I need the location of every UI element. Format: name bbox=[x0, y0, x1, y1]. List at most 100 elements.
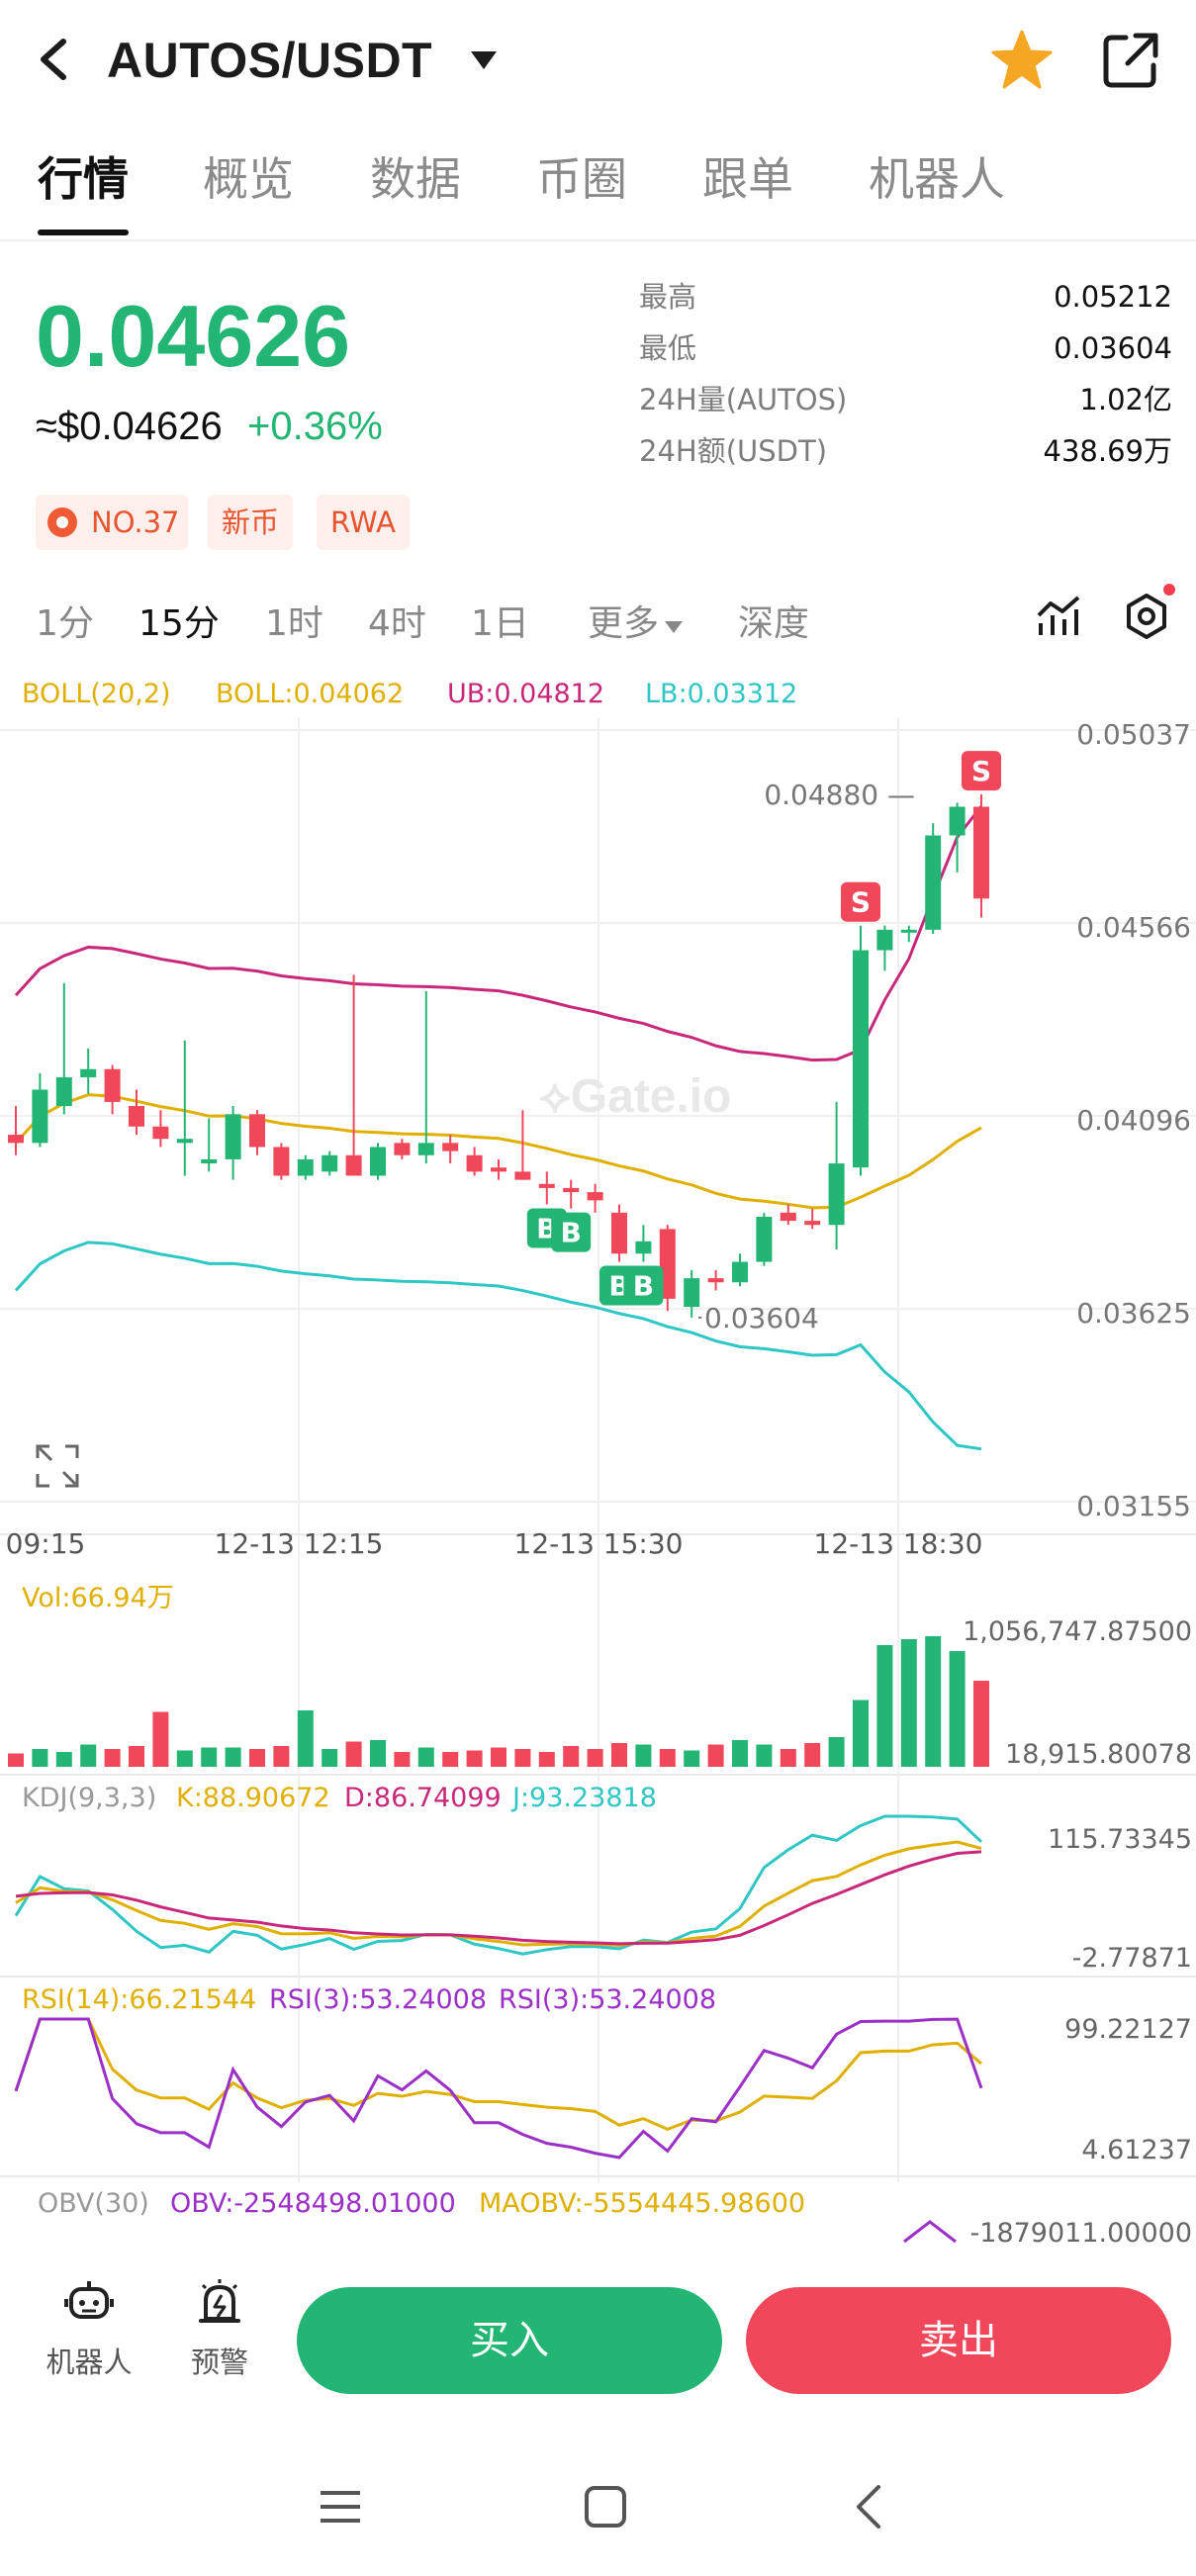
candle-body bbox=[225, 1114, 241, 1159]
candle-body bbox=[828, 1163, 845, 1226]
price-tick-label: 0.03625 bbox=[1076, 1297, 1191, 1330]
buy-button[interactable]: 买入 bbox=[297, 2287, 722, 2394]
volume-bar bbox=[273, 1746, 290, 1767]
volume-bar bbox=[732, 1740, 748, 1767]
candle-body bbox=[611, 1212, 627, 1254]
tab-copy-trading[interactable]: 跟单 bbox=[702, 152, 793, 206]
rsi-lines: 99.22127 4.61237 bbox=[14, 2014, 1192, 2165]
depth-tab[interactable]: 深度 bbox=[738, 603, 810, 644]
volume-bar bbox=[514, 1749, 531, 1767]
candle-body bbox=[345, 1154, 362, 1176]
volume-bar bbox=[442, 1752, 459, 1767]
candle-body bbox=[152, 1126, 169, 1140]
candle-body bbox=[201, 1158, 218, 1164]
volume-bar bbox=[104, 1749, 121, 1767]
volume-bar bbox=[876, 1645, 893, 1767]
volume-bar bbox=[201, 1747, 218, 1767]
home-icon[interactable] bbox=[580, 2481, 631, 2532]
volume-bar bbox=[297, 1710, 314, 1767]
system-back-icon[interactable] bbox=[845, 2479, 896, 2534]
kdj-min-label: -2.77871 bbox=[1072, 1943, 1192, 1974]
watermark: ⟡Gate.io bbox=[539, 1070, 731, 1123]
candle-body bbox=[756, 1216, 773, 1262]
kdj-max-label: 115.73345 bbox=[1048, 1824, 1192, 1855]
volume-bar bbox=[345, 1741, 362, 1767]
interval-1d[interactable]: 1日 bbox=[471, 603, 529, 644]
candle-body bbox=[466, 1154, 483, 1172]
volume-bar bbox=[684, 1750, 700, 1767]
candle-body bbox=[322, 1154, 338, 1172]
volume-bar bbox=[80, 1744, 97, 1767]
signal-label: S bbox=[971, 755, 991, 787]
candle-body bbox=[176, 1139, 193, 1144]
volume-bar bbox=[249, 1749, 265, 1767]
rsi14-line bbox=[14, 2017, 982, 2132]
active-tab-indicator bbox=[38, 230, 129, 235]
sell-button[interactable]: 卖出 bbox=[746, 2287, 1171, 2394]
system-nav-bar bbox=[0, 2436, 1196, 2576]
interval-15m[interactable]: 15分 bbox=[138, 603, 220, 644]
rwa-tag[interactable]: RWA bbox=[317, 495, 410, 550]
tab-bots[interactable]: 机器人 bbox=[869, 152, 1005, 206]
kline-svg[interactable]: ⟡Gate.io BOLL(20,2) BOLL:0.04062 UB:0.04… bbox=[0, 669, 1196, 2248]
candle-body bbox=[563, 1187, 580, 1193]
caret-down-icon[interactable] bbox=[467, 44, 501, 77]
candles bbox=[8, 794, 989, 1318]
volume-bar bbox=[611, 1743, 627, 1767]
volume-bar bbox=[176, 1750, 193, 1767]
candle-body bbox=[297, 1158, 314, 1176]
back-icon[interactable] bbox=[30, 30, 79, 89]
volume-bar bbox=[563, 1746, 580, 1767]
maobv-label: MAOBV:-5554445.98600 bbox=[479, 2188, 805, 2219]
volume-bar bbox=[949, 1651, 966, 1767]
volume-bar bbox=[370, 1740, 386, 1767]
candle-body bbox=[925, 835, 942, 930]
pair-title[interactable]: AUTOS/USDT bbox=[107, 33, 433, 88]
robot-button[interactable]: 机器人 bbox=[38, 2277, 140, 2396]
signal-badge bbox=[841, 881, 880, 922]
stat-high-label: 最高 bbox=[639, 280, 697, 314]
notification-dot bbox=[1163, 584, 1175, 596]
tab-market[interactable]: 行情 bbox=[38, 152, 129, 206]
indicator-icon[interactable] bbox=[1037, 594, 1082, 639]
candle-body bbox=[370, 1147, 386, 1176]
candle-body bbox=[491, 1167, 506, 1172]
time-axis: 09:15 12-13 12:15 12-13 15:30 12-13 18:30 bbox=[6, 1527, 983, 1560]
volume-bar bbox=[225, 1747, 241, 1767]
rsi-min-label: 4.61237 bbox=[1081, 2135, 1192, 2165]
interval-1m[interactable]: 1分 bbox=[36, 603, 94, 644]
tab-data[interactable]: 数据 bbox=[370, 152, 461, 206]
new-coin-tag[interactable]: 新币 bbox=[208, 495, 294, 550]
kdj-k-line bbox=[15, 1840, 982, 1948]
interval-1h[interactable]: 1时 bbox=[265, 603, 323, 644]
stat-high-value: 0.05212 bbox=[1054, 280, 1172, 314]
boll-upper-line bbox=[14, 805, 983, 1062]
time-tick-label: 09:15 bbox=[6, 1527, 86, 1560]
candle-body bbox=[80, 1068, 97, 1078]
candle-body bbox=[900, 929, 917, 933]
rsi3-label: RSI(3):53.24008 bbox=[269, 1984, 487, 2015]
volume-bar bbox=[466, 1750, 483, 1767]
alert-button[interactable]: 预警 bbox=[168, 2277, 271, 2396]
caret-down-icon[interactable] bbox=[663, 619, 685, 635]
tab-overview[interactable]: 概览 bbox=[203, 152, 294, 206]
volume-bar bbox=[780, 1749, 796, 1767]
signal-label: B bbox=[561, 1217, 582, 1249]
external-link-icon[interactable] bbox=[1100, 30, 1161, 91]
star-icon[interactable] bbox=[989, 28, 1055, 93]
signal-badge bbox=[551, 1212, 592, 1252]
kline-chart[interactable]: ⟡Gate.io BOLL(20,2) BOLL:0.04062 UB:0.04… bbox=[0, 669, 1196, 2248]
candle-body bbox=[8, 1135, 24, 1144]
candle-body bbox=[587, 1192, 603, 1201]
interval-4h[interactable]: 4时 bbox=[368, 603, 426, 644]
boll-lb-label: LB:0.03312 bbox=[645, 679, 797, 709]
settings-icon[interactable] bbox=[1124, 594, 1169, 639]
interval-more[interactable]: 更多 bbox=[588, 603, 660, 644]
recent-apps-icon[interactable] bbox=[315, 2481, 366, 2532]
candle-body bbox=[129, 1106, 144, 1127]
volume-max-label: 1,056,747.87500 bbox=[963, 1616, 1192, 1647]
candle-body bbox=[249, 1114, 265, 1148]
tab-community[interactable]: 币圈 bbox=[536, 152, 627, 206]
fullscreen-icon[interactable] bbox=[36, 1444, 79, 1488]
kdj-j-line bbox=[14, 1814, 983, 1956]
